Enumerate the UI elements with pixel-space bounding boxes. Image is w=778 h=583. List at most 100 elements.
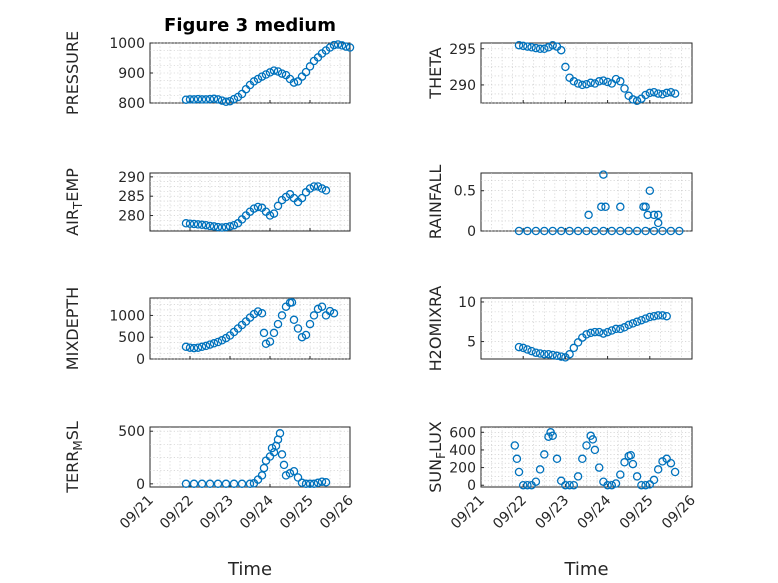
data-point [257, 72, 267, 81]
data-point [632, 317, 642, 327]
data-point [649, 475, 659, 485]
data-point [632, 96, 642, 106]
data-point [540, 450, 549, 459]
data-point [649, 87, 659, 97]
data-point [662, 311, 671, 321]
data-point [666, 226, 676, 236]
data-point [599, 76, 608, 85]
data-point [590, 445, 600, 455]
data-point [666, 458, 676, 468]
x-tick-label: 09/26 [317, 492, 357, 532]
data-point [205, 340, 215, 349]
data-point [269, 209, 279, 218]
data-point [556, 352, 566, 361]
y-tick-label: 280 [118, 209, 145, 225]
data-point [584, 210, 593, 220]
x-tick-label: 09/21 [117, 493, 157, 533]
data-point [586, 328, 595, 338]
data-point [317, 302, 327, 311]
data-point [213, 337, 223, 347]
data-point [279, 460, 289, 470]
x-tick-label: 09/25 [617, 493, 657, 533]
data-point [569, 77, 579, 86]
data-point [611, 324, 621, 334]
data-point [237, 479, 247, 489]
data-point [253, 307, 263, 316]
data-point [643, 210, 652, 220]
data-point [527, 346, 536, 356]
y-tick-label: 5 [467, 335, 476, 351]
data-point [548, 40, 557, 50]
data-point [535, 44, 545, 54]
data-point [649, 210, 659, 220]
data-point [293, 324, 303, 333]
x-tick-label: 09/26 [659, 492, 699, 532]
data-point [205, 479, 215, 489]
data-point [197, 479, 207, 489]
axes-h2omixra: 5 10 H2OMIXRA [426, 286, 693, 371]
data-point [201, 220, 211, 230]
data-point [265, 211, 275, 220]
data-point [535, 465, 545, 474]
data-point [556, 226, 566, 236]
data-point [582, 441, 591, 450]
data-point [540, 349, 549, 359]
data-point [569, 480, 579, 490]
data-point [649, 226, 659, 236]
data-point [599, 329, 608, 338]
y-tick-label: 500 [118, 330, 145, 346]
data-point [641, 202, 650, 212]
data-point [645, 186, 655, 195]
data-point [514, 342, 524, 352]
data-point [181, 95, 191, 104]
data-point [189, 479, 199, 489]
data-point [289, 78, 299, 87]
data-point [281, 471, 291, 480]
data-point [590, 79, 600, 88]
data-point [273, 67, 283, 76]
x-axis-label: Time [227, 559, 272, 580]
data-point [535, 349, 545, 358]
x-tick-label: 09/23 [197, 493, 237, 533]
x-tick-label: 09/21 [448, 493, 488, 533]
data-point [649, 311, 659, 321]
data-point [269, 66, 279, 75]
y-tick-label: 600 [449, 425, 476, 441]
y-axis-label: AIRTEMP [63, 168, 85, 236]
data-point [197, 95, 207, 104]
data-point [193, 220, 203, 229]
data-point [201, 341, 211, 351]
data-point [658, 90, 667, 99]
y-tick-label: 400 [449, 443, 476, 459]
data-point [658, 226, 667, 236]
data-point [588, 435, 598, 444]
data-point [632, 226, 642, 236]
y-tick-label: 295 [449, 42, 476, 58]
data-point [209, 222, 219, 231]
data-point [590, 226, 600, 236]
data-point [333, 40, 343, 49]
data-point [213, 222, 223, 232]
data-point [624, 320, 633, 330]
data-point [641, 480, 650, 490]
data-point [277, 311, 287, 320]
data-point [662, 88, 671, 98]
data-point [653, 89, 663, 98]
data-point [301, 67, 311, 77]
data-point [565, 480, 574, 490]
data-point [518, 343, 528, 353]
data-point [599, 226, 608, 236]
data-point [289, 315, 299, 325]
data-point [573, 79, 583, 88]
data-point [209, 339, 219, 348]
data-point [217, 223, 227, 232]
data-point [548, 431, 557, 441]
axes-mixdepth: 0 500 1000 MIXDEPTH [63, 287, 351, 370]
data-point [540, 44, 549, 54]
data-point [305, 184, 315, 193]
data-point [201, 95, 211, 104]
data-point [653, 311, 663, 320]
